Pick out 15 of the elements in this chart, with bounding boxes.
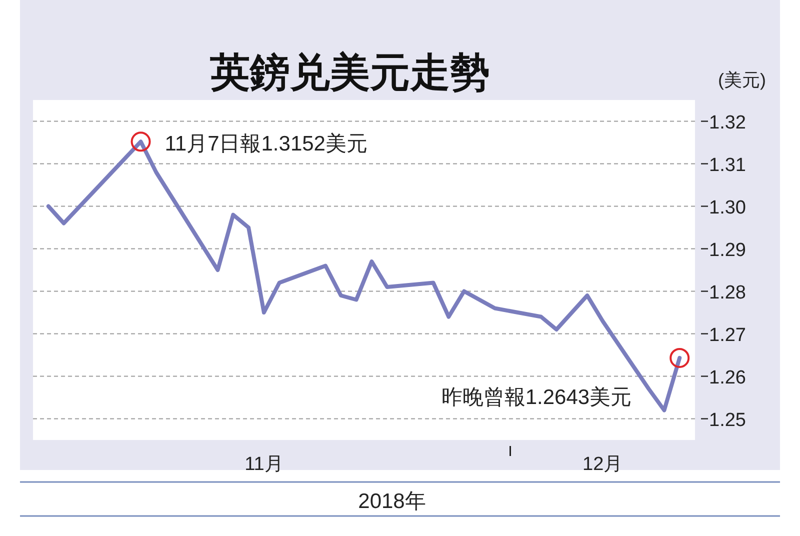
y-tick-label: 1.28 — [709, 282, 746, 304]
x-tick-label: 11月 — [244, 454, 284, 475]
y-tick-label: 1.25 — [709, 410, 746, 431]
y-tick-label: 1.31 — [709, 154, 746, 176]
y-tick-label: 1.32 — [709, 112, 746, 134]
x-axis-title: 2018年 — [358, 490, 426, 513]
x-tick-label: 12月 — [582, 454, 623, 475]
annotation: 昨晚曾報1.2643美元 — [441, 386, 632, 409]
y-tick-label: 1.30 — [709, 197, 746, 218]
annotation: 11月7日報1.3152美元 — [164, 132, 368, 156]
chart-title: 英鎊兑美元走勢 — [209, 49, 490, 96]
y-axis-title: (美元) — [718, 70, 766, 90]
y-tick-label: 1.29 — [709, 240, 746, 261]
y-tick-label: 1.27 — [709, 324, 746, 346]
y-tick-label: 1.26 — [709, 367, 746, 388]
